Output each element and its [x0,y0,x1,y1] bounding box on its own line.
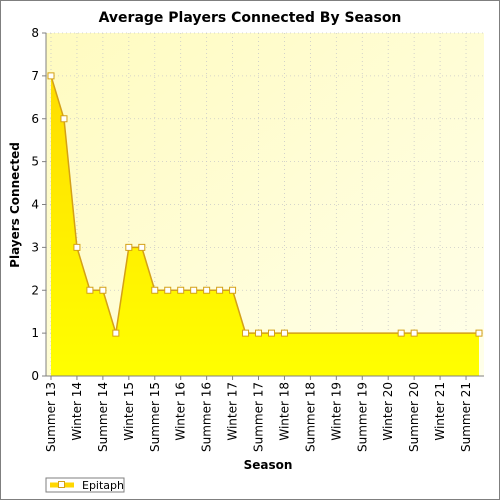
x-tick-label: Winter 19 [329,382,343,441]
series-area-epitaph [51,75,479,376]
y-tick-label: 5 [31,155,39,169]
series-markers [47,72,483,337]
data-point-16 [255,329,263,337]
legend-marker [58,481,65,488]
x-tick-label: Summer 14 [96,382,110,452]
x-tick-label: Winter 17 [226,382,240,441]
y-tick-label: 6 [31,112,39,126]
data-point-17 [267,329,275,337]
data-point-13 [216,286,224,294]
y-tick-label: 0 [31,369,39,383]
series-line-epitaph [50,75,479,334]
y-tick-label: 2 [31,283,39,297]
x-tick-label: Winter 21 [433,382,447,441]
data-point-5 [112,329,120,337]
legend-label-epitaph: Epitaph [82,479,124,492]
x-tick-label: Summer 18 [303,382,317,452]
data-point-3 [86,286,94,294]
x-tick-label: Summer 19 [355,382,369,452]
y-tick-label: 1 [31,326,39,340]
data-point-6 [125,243,133,251]
x-tick-label: Summer 13 [44,382,58,452]
y-tick-label: 4 [31,198,39,212]
x-tick-label: Summer 21 [459,382,473,452]
data-point-14 [229,286,237,294]
y-tick-label: 7 [31,69,39,83]
y-tick-label: 3 [31,240,39,254]
x-tick-label: Summer 20 [407,382,421,452]
x-tick-label: Summer 15 [148,382,162,452]
y-axis-title: Players Connected [8,142,22,268]
x-tick-label: Winter 15 [122,382,136,441]
data-point-15 [242,329,250,337]
chart-title: Average Players Connected By Season [99,10,402,26]
x-tick-label: Winter 18 [277,382,291,441]
data-point-0 [47,72,55,80]
data-point-10 [177,286,185,294]
data-point-1 [60,115,68,123]
data-point-7 [138,243,146,251]
y-tick-label: 8 [31,26,39,40]
x-tick-label: Winter 20 [381,382,395,441]
data-point-28 [410,329,418,337]
data-point-27 [397,329,405,337]
data-point-8 [151,286,159,294]
x-tick-label: Summer 17 [252,382,266,452]
data-point-9 [164,286,172,294]
data-point-33 [475,329,483,337]
x-axis-title: Season [244,458,293,472]
data-point-11 [190,286,198,294]
data-point-12 [203,286,211,294]
x-tick-label: Winter 14 [70,382,84,441]
x-tick-label: Winter 16 [174,382,188,441]
data-point-4 [99,286,107,294]
data-point-2 [73,243,81,251]
x-tick-label: Summer 16 [200,382,214,452]
legend: Epitaph [45,477,125,493]
legend-box [45,477,125,493]
y-axis-ticks: 0 1 2 3 4 5 6 7 8 [31,26,46,383]
x-axis-ticks: Summer 13 Winter 14 Summer 14 Winter 15 Summ… [44,376,473,452]
data-point-18 [280,329,288,337]
